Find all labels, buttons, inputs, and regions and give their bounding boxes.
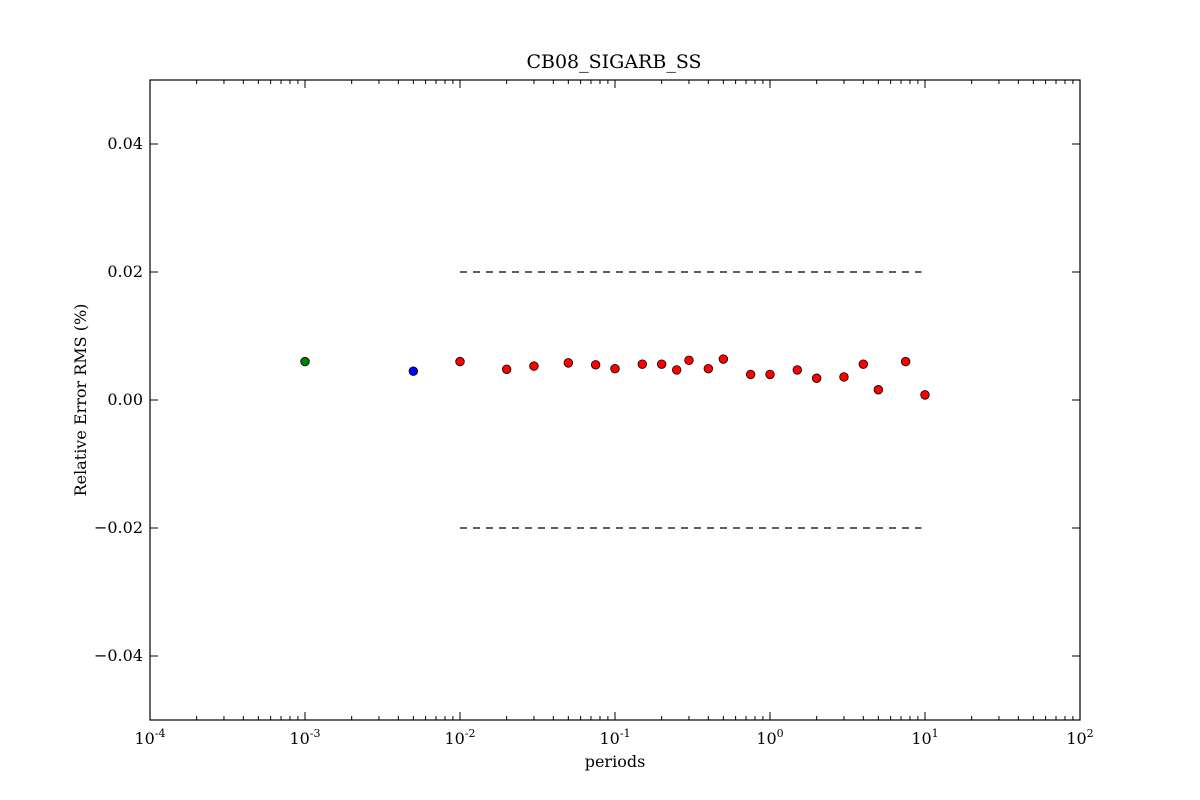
x-tick-label: 100 <box>756 727 783 748</box>
y-tick-label: −0.02 <box>94 518 143 537</box>
data-point <box>811 373 822 383</box>
plot-area: 10-4 10-3 10-2 10-1 100 101 102 0.04 0.02 0.00 −0.… <box>94 79 1094 748</box>
plot-frame <box>149 79 1081 721</box>
x-tick-label: 101 <box>911 727 938 748</box>
data-point <box>590 360 601 370</box>
x-tick-label: 10-3 <box>289 727 320 748</box>
data-point <box>455 356 465 367</box>
data-point <box>610 363 620 374</box>
y-tick-label: 0.02 <box>107 262 143 281</box>
y-tick-label: 0.04 <box>107 134 143 153</box>
x-tick-label: 10-2 <box>444 727 475 748</box>
data-point <box>563 358 574 368</box>
y-tick-label: −0.04 <box>94 646 143 665</box>
x-axis-label: periods <box>585 752 646 771</box>
y-tick-label: 0.00 <box>107 390 143 409</box>
data-point <box>900 356 911 367</box>
x-tick-label: 10-1 <box>599 727 630 748</box>
data-point <box>501 364 512 374</box>
data-point <box>792 365 802 375</box>
chart-title: CB08_SIGARB_SS <box>526 51 701 73</box>
data-point <box>703 363 714 374</box>
data-point <box>765 369 775 380</box>
data-point <box>839 372 849 382</box>
data-point <box>858 359 869 369</box>
data-point <box>745 369 756 380</box>
data-point <box>529 361 539 371</box>
x-tick-label: 10-4 <box>134 727 165 748</box>
data-point <box>408 366 419 376</box>
data-point <box>684 355 694 366</box>
x-tick-label: 102 <box>1066 727 1093 748</box>
data-point <box>300 356 310 367</box>
data-point <box>920 390 930 400</box>
data-point <box>656 359 667 369</box>
data-point <box>873 385 884 395</box>
data-point <box>671 365 682 375</box>
data-point <box>637 359 647 369</box>
y-axis-label: Relative Error RMS (%) <box>71 304 90 497</box>
data-point <box>718 354 729 364</box>
